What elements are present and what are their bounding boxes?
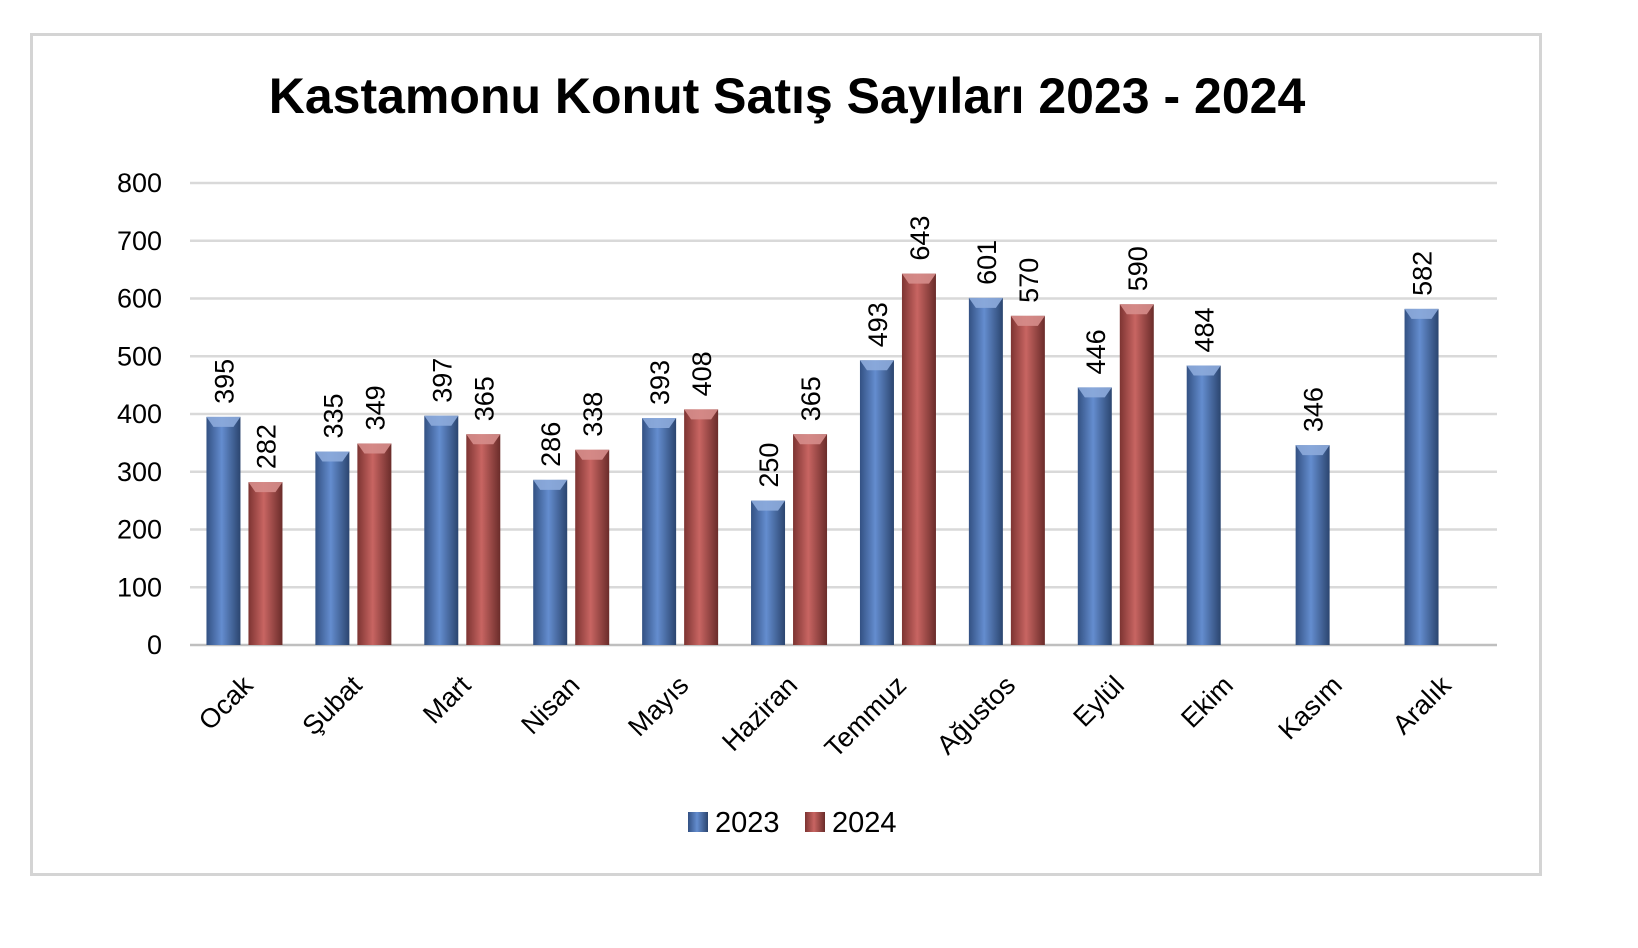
bar-cap <box>968 297 1003 308</box>
bar-2023-Eylül <box>1077 387 1112 645</box>
data-label: 282 <box>251 424 281 469</box>
legend-swatch <box>688 812 708 832</box>
bar-cap <box>466 434 501 445</box>
bar-2024-Ağustos <box>1010 315 1045 645</box>
data-label: 582 <box>1408 251 1438 296</box>
bar-2024-Mart <box>466 434 501 645</box>
y-tick-label: 700 <box>117 226 162 256</box>
bar-2024-Nisan <box>575 449 610 645</box>
bar-cap <box>357 443 392 454</box>
bar-cap <box>1404 308 1439 319</box>
bar-cap <box>206 416 241 427</box>
x-category-label: Mart <box>417 670 477 730</box>
bar-cap <box>1295 445 1330 456</box>
x-category-label: Kasım <box>1273 670 1348 745</box>
bar-cap <box>424 415 459 426</box>
chart-frame <box>30 33 1542 876</box>
bar-2023-Mayıs <box>642 418 677 645</box>
bar-cap <box>793 434 828 445</box>
bar-2023-Temmuz <box>859 360 894 645</box>
data-label: 250 <box>754 443 784 488</box>
bar-2024-Şubat <box>357 443 392 645</box>
bar-2023-Ocak <box>206 416 241 645</box>
data-label: 338 <box>578 392 608 437</box>
y-tick-label: 300 <box>117 457 162 487</box>
x-category-label: Eylül <box>1067 670 1130 733</box>
gridlines <box>190 181 1497 647</box>
bar-2023-Nisan <box>533 479 568 645</box>
bar-2023-Aralık <box>1404 308 1439 645</box>
data-label: 397 <box>427 358 457 403</box>
bar-cap <box>1119 304 1154 315</box>
x-category-label: Nisan <box>515 670 585 740</box>
y-tick-label: 0 <box>147 630 162 660</box>
y-tick-label: 800 <box>117 168 162 198</box>
legend-entry: 2024 <box>832 807 897 839</box>
x-category-label: Aralık <box>1387 670 1457 740</box>
chart-title: Kastamonu Konut Satış Sayıları 2023 - 20… <box>269 68 1306 124</box>
bar-cap <box>1186 365 1221 376</box>
bar-cap <box>859 360 894 371</box>
legend-entry: 2023 <box>715 807 780 839</box>
data-label: 408 <box>687 351 717 396</box>
bar-2024-Haziran <box>793 434 828 645</box>
bar-2023-Ağustos <box>968 297 1003 645</box>
data-label: 365 <box>796 376 826 421</box>
data-label: 349 <box>360 385 390 430</box>
bar-2023-Kasım <box>1295 445 1330 645</box>
x-category-label: Haziran <box>716 670 803 757</box>
data-labels: 395 282 335 349 397 365 286 338 393 408 250 365 493 6… <box>209 216 1437 488</box>
bar-2023-Şubat <box>315 451 350 645</box>
data-label: 570 <box>1014 258 1044 303</box>
bar-cap <box>751 500 786 511</box>
bar-cap <box>533 479 568 490</box>
x-category-label: Temmuz <box>819 670 912 763</box>
data-label: 590 <box>1123 246 1153 291</box>
bar-cap <box>642 418 677 429</box>
bar-cap <box>315 451 350 462</box>
y-tick-label: 500 <box>117 341 162 371</box>
data-label: 493 <box>863 302 893 347</box>
bar-cap <box>684 409 719 420</box>
legend: 2023 2024 <box>688 807 897 839</box>
data-label: 601 <box>972 240 1002 285</box>
y-tick-label: 100 <box>117 572 162 602</box>
data-label: 446 <box>1081 329 1111 374</box>
bar-2024-Mayıs <box>684 409 719 645</box>
bar-cap <box>1010 315 1045 326</box>
bar-2024-Temmuz <box>901 273 936 645</box>
bar-2023-Ekim <box>1186 365 1221 645</box>
data-label: 484 <box>1190 307 1220 352</box>
data-label: 643 <box>905 216 935 261</box>
bar-cap <box>575 449 610 460</box>
bar-cap <box>1077 387 1112 398</box>
bar-2023-Mart <box>424 415 459 645</box>
x-category-label: Ocak <box>193 670 259 736</box>
bar-2023-Haziran <box>751 500 786 645</box>
data-label: 395 <box>209 359 239 404</box>
y-tick-label: 600 <box>117 284 162 314</box>
data-label: 365 <box>469 376 499 421</box>
data-label: 286 <box>536 422 566 467</box>
x-category-label: Ağustos <box>931 670 1021 760</box>
y-tick-label: 200 <box>117 515 162 545</box>
bar-cap <box>901 273 936 284</box>
bar-cap <box>248 482 283 493</box>
bar-2024-Ocak <box>248 482 283 645</box>
legend-swatch <box>805 812 825 832</box>
data-label: 335 <box>318 393 348 438</box>
x-axis-categories: Ocak Şubat Mart Nisan Mayıs Haziran Temmuz Ağus… <box>193 670 1457 764</box>
data-label: 346 <box>1299 387 1329 432</box>
bars <box>206 273 1439 645</box>
bar-2024-Eylül <box>1119 304 1154 645</box>
y-tick-label: 400 <box>117 399 162 429</box>
data-label: 393 <box>645 360 675 405</box>
x-category-label: Şubat <box>297 670 368 741</box>
x-category-label: Mayıs <box>622 670 694 742</box>
y-axis-ticks: 0 100 200 300 400 500 600 700 800 <box>117 168 162 660</box>
x-category-label: Ekim <box>1175 670 1239 734</box>
